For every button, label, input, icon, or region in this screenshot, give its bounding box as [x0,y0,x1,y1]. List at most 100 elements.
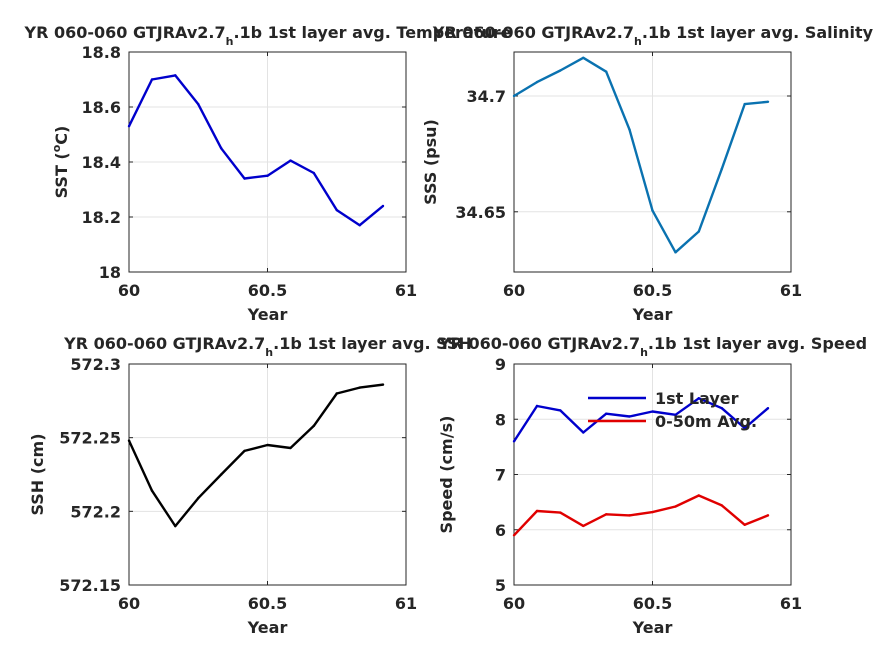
data-point-2-8 [674,505,677,508]
chart-title: YR 060-060 GTJRAv2.7h.1b 1st layer avg. … [63,334,472,359]
data-point-1-3 [174,524,177,528]
chart-title-subscript: h [634,35,642,48]
x-axis-label: Year [632,305,673,324]
data-point-1-7 [651,209,654,212]
x-tick-label-2: 61 [780,594,802,613]
y-tick-label-4: 9 [495,355,506,374]
x-tick-label-2: 61 [395,594,417,613]
data-point-2-5 [605,513,608,516]
data-point-1-8 [674,251,677,254]
data-point-2-10 [720,504,723,507]
y-axis-label: SSS (psu) [421,119,440,205]
data-point-1-6 [628,415,631,418]
data-point-1-1 [512,440,516,443]
data-point-2-4 [582,524,585,528]
data-point-1-12 [381,204,385,208]
y-tick-label-0: 34.65 [455,203,506,222]
data-point-2-2 [535,509,539,513]
y-tick-label-1: 6 [495,521,506,540]
y-tick-label-1: 34.7 [467,87,506,106]
y-axis-label-text: SSS (psu) [421,119,440,205]
data-point-1-8 [289,159,292,162]
data-point-1-3 [559,69,562,72]
y-axis-label: SST (oC) [50,126,71,199]
data-point-1-8 [289,446,292,450]
data-point-1-1 [512,94,516,98]
y-tick-label-4: 18.8 [82,43,121,62]
data-point-2-6 [628,514,631,517]
y-tick-label-0: 5 [495,576,506,595]
x-tick-label-0: 60 [503,594,525,613]
data-point-2-3 [559,511,562,514]
data-point-1-5 [220,147,223,150]
y-axis-label-text: SST ( [52,152,71,198]
data-point-1-5 [605,70,608,73]
data-point-1-4 [197,103,200,106]
x-tick-label-2: 61 [395,281,417,300]
data-point-2-1 [512,534,516,537]
chart-title-rest: .1b 1st layer avg. Salinity [642,23,874,42]
chart-title-subscript: h [265,346,273,359]
data-point-1-4 [197,496,200,500]
x-tick-label-0: 60 [118,281,140,300]
y-tick-label-0: 18 [99,263,121,282]
y-tick-label-2: 7 [495,466,506,485]
data-point-1-3 [174,74,177,77]
y-axis-label: SSH (cm) [28,433,47,515]
data-point-2-12 [766,514,770,517]
chart-title: YR 060-060 GTJRAv2.7h.1b 1st layer avg. … [432,23,874,48]
data-point-1-7 [651,410,654,413]
x-axis-label: Year [247,305,288,324]
data-point-1-2 [535,80,539,84]
data-point-2-9 [697,494,700,497]
x-tick-label-1: 60.5 [633,594,672,613]
y-tick-label-3: 18.6 [82,98,121,117]
chart-title-main: YR 060-060 GTJRAv2.7 [63,334,265,353]
y-tick-label-2: 18.4 [82,153,121,172]
data-point-1-11 [743,102,746,106]
series-line-2 [513,494,769,537]
data-point-1-10 [335,392,338,395]
data-point-1-10 [720,167,723,171]
x-tick-label-1: 60.5 [248,281,287,300]
chart-title-main: YR 060-060 GTJRAv2.7 [438,334,640,353]
chart-title-main: YR 060-060 GTJRAv2.7 [23,23,225,42]
y-tick-label-2: 572.25 [59,429,121,448]
data-point-1-3 [559,409,562,412]
data-point-1-5 [220,473,223,476]
data-point-1-1 [127,125,131,128]
data-point-1-2 [150,78,154,81]
data-point-1-7 [266,443,269,447]
data-point-1-10 [335,208,338,212]
chart-title-subscript: h [640,346,648,359]
data-point-1-9 [312,424,315,428]
series-line-1 [127,383,384,528]
subplot-4: 60 60.5 61 5 6 7 8 9 Year Speed (cm/s) YR 060-060 … [437,334,867,637]
x-tick-label-0: 60 [503,281,525,300]
data-point-1-2 [535,404,539,408]
series-line-1 [127,74,384,227]
chart-title-main: YR 060-060 GTJRAv2.7 [432,23,634,42]
data-point-1-1 [127,439,131,442]
chart-title-rest: .1b 1st layer avg. SSH [273,334,472,353]
y-tick-label-3: 8 [495,410,506,429]
y-axis-label-text: Speed (cm/s) [437,416,456,534]
y-tick-label-1: 572.2 [70,502,121,521]
data-point-2-11 [743,523,746,526]
y-axis-label-superscript: o [50,144,63,152]
data-point-2-7 [651,510,654,514]
chart-title-subscript: h [226,35,234,48]
data-point-1-6 [243,449,246,453]
data-point-1-8 [674,413,677,417]
chart-title: YR 060-060 GTJRAv2.7h.1b 1st layer avg. … [438,334,867,359]
data-point-1-9 [697,397,700,400]
data-point-1-12 [766,407,770,410]
y-tick-label-1: 18.2 [82,208,121,227]
data-point-1-2 [150,489,154,492]
y-tick-label-0: 572.15 [59,576,121,595]
y-axis-label-unit: C) [52,126,71,145]
data-point-1-12 [381,383,385,386]
series-line-1 [512,397,769,443]
legend: 1st Layer 0-50m Avg. [588,389,757,431]
